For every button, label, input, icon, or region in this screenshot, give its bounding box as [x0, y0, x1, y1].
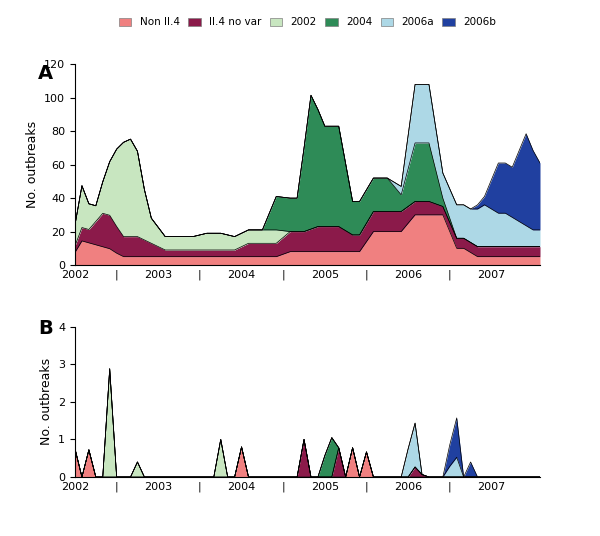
Text: B: B: [38, 319, 53, 338]
Legend: Non II.4, II.4 no var, 2002, 2004, 2006a, 2006b: Non II.4, II.4 no var, 2002, 2004, 2006a…: [115, 13, 500, 32]
Text: A: A: [38, 64, 53, 83]
Y-axis label: No. outbreaks: No. outbreaks: [26, 121, 38, 209]
Y-axis label: No. outbreaks: No. outbreaks: [40, 358, 53, 445]
